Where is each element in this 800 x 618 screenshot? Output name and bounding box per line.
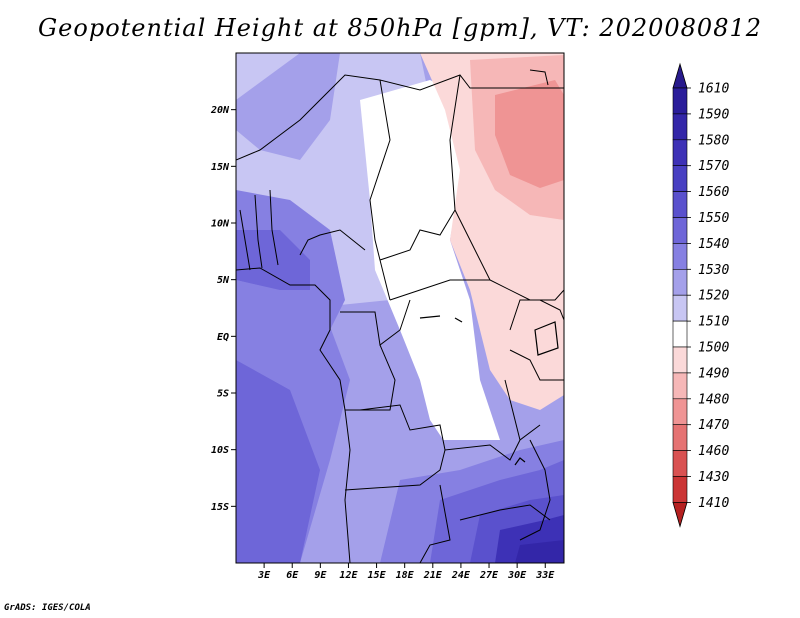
colorbar: 1610 1590 1580 1570 1560 1550 1540 1530 1520 1510… (672, 62, 729, 528)
colorbar-label: 1590 (698, 107, 729, 122)
lon-tick-label: 12E (339, 570, 358, 581)
colorbar-label: 1560 (698, 185, 729, 200)
lon-tick-label: 18E (396, 570, 415, 581)
lake-victoria (534, 321, 559, 356)
colorbar-swatch (672, 320, 688, 348)
lake-tanganyika (504, 379, 521, 441)
lon-tick-label: 24E (451, 570, 471, 581)
boundary-north (236, 74, 564, 161)
lake-segment-1 (419, 315, 441, 319)
field-band-1510 (360, 80, 500, 450)
colorbar-swatch (672, 217, 688, 244)
colorbar-label: 1460 (698, 444, 729, 459)
colorbar-label: 1430 (698, 470, 729, 485)
lakes (419, 315, 559, 466)
lake-segment-3 (514, 457, 526, 466)
map-frame (235, 52, 565, 564)
colorbar-label: 1470 (698, 418, 729, 433)
colorbar-swatch (672, 424, 688, 451)
colorbar-label: 1520 (698, 289, 729, 304)
boundary-car (389, 279, 490, 301)
boundary-mozambique (519, 439, 551, 541)
boundary-angola-south (344, 449, 446, 491)
colorbar-label: 1580 (698, 133, 729, 148)
latitude-axis: 20N 15N 10N 5N EQ 5S 10S 15S (210, 105, 236, 513)
field-band-1590-south (515, 540, 564, 563)
lat-tick-label: 15S (211, 502, 229, 513)
colorbar-swatch (672, 87, 688, 115)
colorbar-swatch (672, 346, 688, 374)
colorbar-top-triangle (672, 62, 688, 89)
lat-tick-label: 20N (210, 105, 230, 116)
lon-tick-label: 15E (368, 570, 387, 581)
lon-tick-label: 33E (535, 570, 555, 581)
boundary-ghana (239, 209, 251, 271)
colorbar-label: 1410 (698, 496, 729, 511)
colorbar-swatch (672, 243, 688, 270)
lat-tick-label: 5N (217, 275, 230, 286)
field-band-1480 (495, 80, 564, 188)
colorbar-label: 1490 (698, 366, 729, 381)
colorbar-swatch (672, 139, 688, 167)
boundary-togo (269, 189, 279, 266)
colorbar-swatch (672, 113, 688, 141)
boundary-nigeria (299, 229, 366, 256)
coast-red-sea (529, 69, 549, 86)
lat-tick-label: 10N (211, 219, 230, 230)
colorbar-label: 1530 (698, 263, 729, 278)
boundaries (236, 69, 564, 563)
colorbar-label: 1570 (698, 159, 729, 174)
colorbar-label: 1540 (698, 237, 729, 252)
lon-tick-label: 6E (286, 570, 299, 581)
lon-tick-label: 9E (314, 570, 327, 581)
colorbar-swatch (672, 372, 688, 400)
lon-tick-label: 3E (257, 570, 271, 581)
lake-segment-2 (454, 317, 463, 323)
grads-credit: GrADS: IGES/COLA (4, 603, 91, 613)
colorbar-swatch (672, 450, 688, 477)
boundary-sudan (454, 209, 564, 301)
colorbar-label: 1510 (698, 315, 729, 330)
colorbar-label: 1500 (698, 341, 729, 356)
field-band-1540-nw (236, 53, 340, 160)
lon-tick-label: 30E (507, 570, 527, 581)
lat-tick-label: 5S (217, 389, 229, 400)
chart-title: Geopotential Height at 850hPa [gpm], VT:… (38, 14, 762, 42)
colorbar-swatch (672, 398, 688, 425)
boundary-tanzania (509, 349, 564, 381)
colorbar-label: 1480 (698, 392, 729, 407)
boundary-namibia (419, 484, 451, 563)
colorbar-swatch (672, 191, 688, 218)
lat-tick-label: 15N (211, 162, 230, 173)
colorbar-swatch (672, 294, 688, 322)
field-band-1560-coast (236, 230, 310, 290)
boundary-chad-east (379, 74, 461, 261)
colorbar-swatch (672, 165, 688, 192)
colorbar-swatch (672, 268, 688, 296)
boundary-uganda (509, 299, 564, 331)
colorbar-label: 1610 (698, 82, 729, 97)
colorbar-bottom-triangle (672, 501, 688, 528)
lat-tick-label: EQ (217, 332, 229, 343)
field-band-1560-ocean (236, 360, 320, 563)
colorbar-swatch (672, 476, 688, 503)
coastline-west (236, 267, 351, 563)
longitude-axis: 3E 6E 9E 12E 15E 18E 21E 24E 27E 30E 33E (257, 563, 555, 581)
boundary-benin (254, 194, 263, 269)
lon-tick-label: 21E (423, 570, 443, 581)
lon-tick-label: 27E (479, 570, 499, 581)
lat-tick-label: 10S (211, 445, 229, 456)
boundary-congo (345, 344, 396, 411)
colorbar-label: 1550 (698, 211, 729, 226)
height-field (236, 53, 564, 563)
boundary-zambia (459, 504, 551, 521)
